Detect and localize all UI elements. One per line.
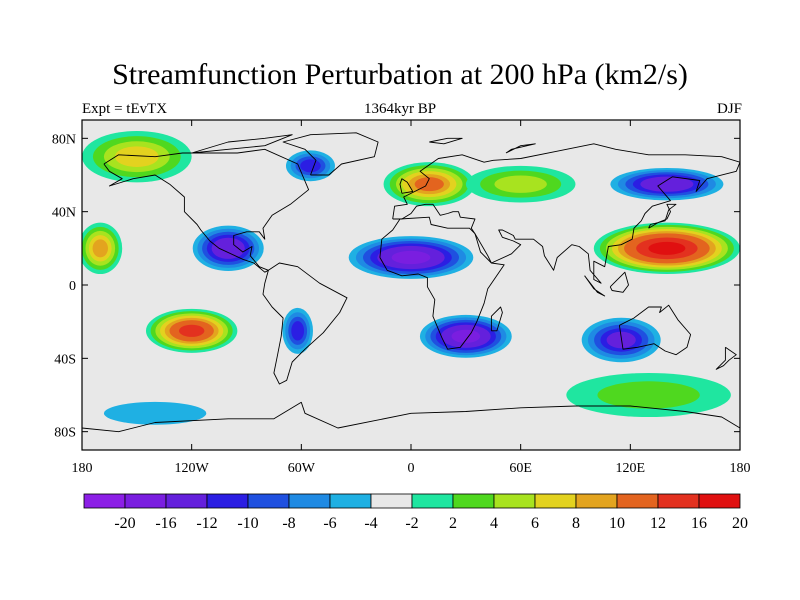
colorbar-labels: -20 -16 -12 -10 -8 -6 -4 -2 2 4 6 8 10 12 16 20 (114, 515, 748, 532)
coastline-segment (490, 306, 503, 332)
coastline-segment (379, 216, 505, 350)
colorbar-label: 10 (609, 515, 625, 532)
contour-feature (341, 233, 481, 282)
colorbar-box (83, 493, 126, 509)
coastline-segment (505, 143, 536, 154)
contour-feature (145, 308, 238, 353)
colorbar-box (329, 493, 372, 509)
colorbar-label: 20 (732, 515, 748, 532)
coastline-segment (584, 275, 606, 297)
contour-band (640, 176, 694, 192)
colorbar-box (165, 493, 208, 509)
lat-label: 40S (54, 352, 76, 367)
contour-band (291, 321, 305, 341)
coastline-segment (648, 203, 677, 229)
contour-band (178, 324, 205, 337)
colorbar-label: -10 (237, 515, 258, 532)
colorbar-label: -20 (114, 515, 135, 532)
contour-band (648, 241, 686, 255)
colorbar-box (370, 493, 413, 509)
contour-band (494, 175, 547, 193)
contour-band (391, 250, 431, 265)
contour-band (114, 146, 159, 167)
experiment-label: Expt = tEvTX (82, 101, 168, 117)
coastline-segment (282, 132, 379, 176)
colorbar-label: -12 (196, 515, 217, 532)
coastline-segment (618, 304, 692, 356)
colorbar-box (534, 493, 577, 509)
colorbar-label: 12 (650, 515, 666, 532)
coastline-segment (191, 134, 293, 154)
colorbar-box (698, 493, 741, 509)
lat-label: 80N (52, 132, 76, 147)
contour-feature (82, 130, 192, 183)
lon-label: 60W (288, 461, 316, 476)
contour-feature (465, 165, 576, 203)
lon-label: 180 (730, 461, 751, 476)
coastline-segment (103, 148, 310, 273)
colorbar-boxes (83, 493, 741, 509)
lon-label: 120W (175, 461, 210, 476)
lat-label: 40N (52, 206, 76, 221)
lat-label: 80S (54, 426, 76, 441)
longitude-labels: 180 120W 60W 0 60E 120E 180 (72, 461, 751, 476)
colorbar-box (616, 493, 659, 509)
contour-band (211, 237, 245, 259)
coastline-segment (399, 178, 414, 194)
contour-band (92, 239, 108, 258)
lon-label: 0 (408, 461, 415, 476)
axis-ticks (81, 120, 741, 450)
colorbar-label: -6 (323, 515, 336, 532)
colorbar-box (206, 493, 249, 509)
contour-band (103, 401, 207, 425)
latitude-labels: 80N 40N 0 40S 80S (52, 132, 76, 440)
colorbar-label: 8 (572, 515, 580, 532)
coastline-segment (609, 271, 629, 293)
colorbar-box (247, 493, 290, 509)
lon-label: 60E (509, 461, 532, 476)
colorbar-box (288, 493, 331, 509)
colorbar-box (124, 493, 167, 509)
contour-feature (593, 222, 740, 275)
colorbar-label: 16 (691, 515, 707, 532)
colorbar-box (452, 493, 495, 509)
coastline-segment (429, 137, 463, 145)
colorbar-box (575, 493, 618, 509)
colorbar-box (493, 493, 536, 509)
contour-band (451, 329, 481, 343)
coastlines (82, 132, 740, 433)
period-label: 1364kyr BP (363, 101, 437, 117)
colorbar-label: -8 (282, 515, 295, 532)
contour-feature (82, 395, 238, 432)
chart-title: Streamfunction Perturbation at 200 hPa (… (112, 58, 688, 91)
lon-label: 120E (616, 461, 646, 476)
colorbar-box (411, 493, 454, 509)
map-area (82, 120, 740, 450)
contour-feature (82, 222, 123, 275)
colorbar-label: 4 (490, 515, 498, 532)
contour-feature (281, 147, 340, 185)
lon-label: 180 (72, 461, 93, 476)
coastline-segment (715, 346, 737, 370)
season-label: DJF (716, 101, 742, 117)
lat-label: 0 (69, 279, 76, 294)
coastline-segment (262, 262, 348, 385)
colorbar-label: -16 (155, 515, 176, 532)
colorbar-label: -4 (364, 515, 377, 532)
coastline-segment (392, 143, 740, 284)
colorbar-box (657, 493, 700, 509)
colorbar-label: -2 (405, 515, 418, 532)
contour-feature (602, 165, 731, 203)
contour-band (597, 381, 700, 409)
colorbar-label: 6 (531, 515, 539, 532)
contour-feature (279, 303, 316, 359)
coastline-segment (82, 401, 740, 433)
colorbar-label: 2 (449, 515, 457, 532)
